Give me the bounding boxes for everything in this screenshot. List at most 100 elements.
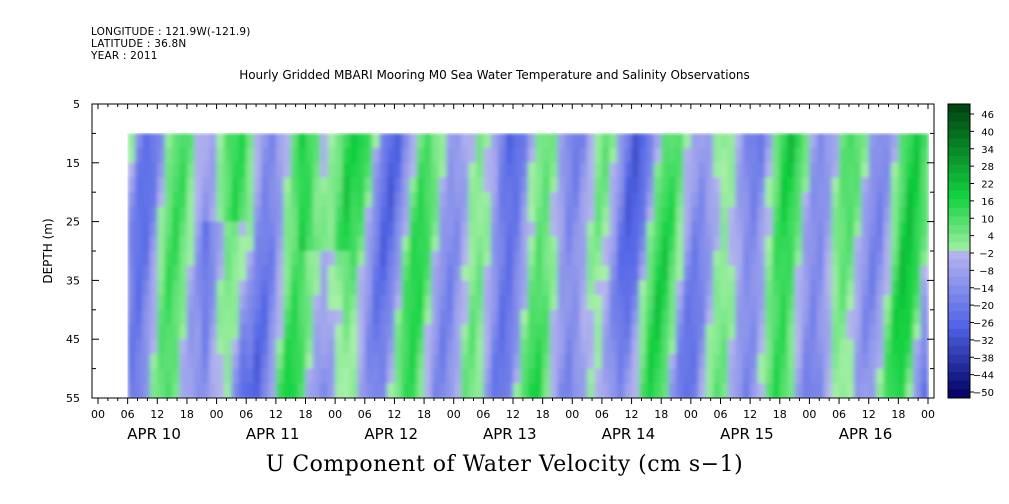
heatmap-cell [268,251,277,267]
heatmap-cell [416,368,426,385]
heatmap-cell [809,192,818,208]
heatmap-cell [335,192,344,208]
heatmap-cell [779,309,789,326]
heatmap-cell [757,383,766,398]
heatmap-cell [335,221,344,238]
heatmap-cell [742,148,752,164]
heatmap-cell [861,353,870,370]
heatmap-cell [890,251,900,267]
heatmap-cell [409,162,418,179]
heatmap-cell [268,265,277,282]
heatmap-cell [261,339,270,355]
heatmap-cell [846,383,855,398]
heatmap-cell [275,206,285,223]
heatmap-cell [298,368,307,385]
heatmap-cell [520,383,529,398]
heatmap-cell [698,295,707,311]
heatmap-cell [438,383,448,398]
heatmap-cell [646,324,655,341]
heatmap-cell [876,148,885,164]
heatmap-cell [564,221,574,238]
heatmap-cell [209,383,218,398]
heatmap-cell [446,368,455,385]
heatmap-cell [513,265,522,282]
heatmap-cell [668,236,677,252]
heatmap-cell [372,280,381,297]
heatmap-cell [853,383,863,398]
heatmap-cell [668,368,677,385]
heatmap-cell [468,265,477,282]
heatmap-cell [238,353,248,370]
heatmap-cell [683,368,692,385]
heatmap-cell [246,383,255,398]
heatmap-cell [720,265,729,282]
heatmap-cell [142,383,151,398]
heatmap-cell [742,236,752,252]
heatmap-cell [438,221,448,238]
colorbar-label: 34 [981,145,994,156]
heatmap-cell [186,324,196,341]
heatmap-cell [742,309,752,326]
heatmap-cell [846,280,855,297]
heatmap-cell [261,280,270,297]
heatmap-cell [164,324,174,341]
heatmap-cell [683,251,692,267]
heatmap-cell [579,353,589,370]
heatmap-cell [876,280,885,297]
heatmap-cell [513,383,522,398]
heatmap-cell [387,353,396,370]
heatmap-cell [350,339,359,355]
heatmap-cell [779,192,789,208]
colorbar-band [948,294,970,304]
heatmap-cell [676,162,685,179]
heatmap-cell [683,177,692,194]
heatmap-cell [794,309,803,326]
heatmap-cell [750,221,759,238]
heatmap-cell [624,339,633,355]
heatmap-cell [379,265,388,282]
heatmap-cell [194,309,203,326]
heatmap-cell [275,192,285,208]
heatmap-cell [668,251,677,267]
heatmap-cell [498,309,507,326]
x-day-label: APR 14 [601,425,656,443]
heatmap-cell [298,177,307,194]
heatmap-cell [824,339,833,355]
heatmap-cell [453,265,463,282]
heatmap-cell [757,280,766,297]
heatmap-cell [305,295,314,311]
heatmap-cell [201,206,211,223]
heatmap-cell [453,309,463,326]
heatmap-cell [616,339,626,355]
heatmap-cell [868,192,878,208]
heatmap-cell [446,251,455,267]
heatmap-cell [157,206,166,223]
heatmap-cell [898,339,907,355]
heatmap-cell [720,162,729,179]
heatmap-cell [779,221,789,238]
heatmap-cell [616,162,626,179]
x-hour-tick-label: 12 [269,408,283,421]
heatmap-cell [298,280,307,297]
heatmap-cell [787,324,796,341]
heatmap-cell [224,295,233,311]
heatmap-cell [505,162,514,179]
heatmap-cell [861,221,870,238]
heatmap-cell [505,383,514,398]
heatmap-cell [475,309,485,326]
heatmap-cell [164,192,174,208]
x-hour-tick-label: 12 [862,408,876,421]
heatmap-cell [209,206,218,223]
heatmap-cell [394,236,403,252]
heatmap-cell [631,192,640,208]
heatmap-cell [890,280,900,297]
heatmap-cell [564,251,574,267]
heatmap-cell [238,383,248,398]
heatmap-cell [446,324,455,341]
heatmap-cell [461,353,470,370]
heatmap-cell [890,221,900,238]
heatmap-cell [690,265,700,282]
heatmap-cell [438,368,448,385]
heatmap-cell [520,280,529,297]
heatmap-cell [216,133,225,150]
